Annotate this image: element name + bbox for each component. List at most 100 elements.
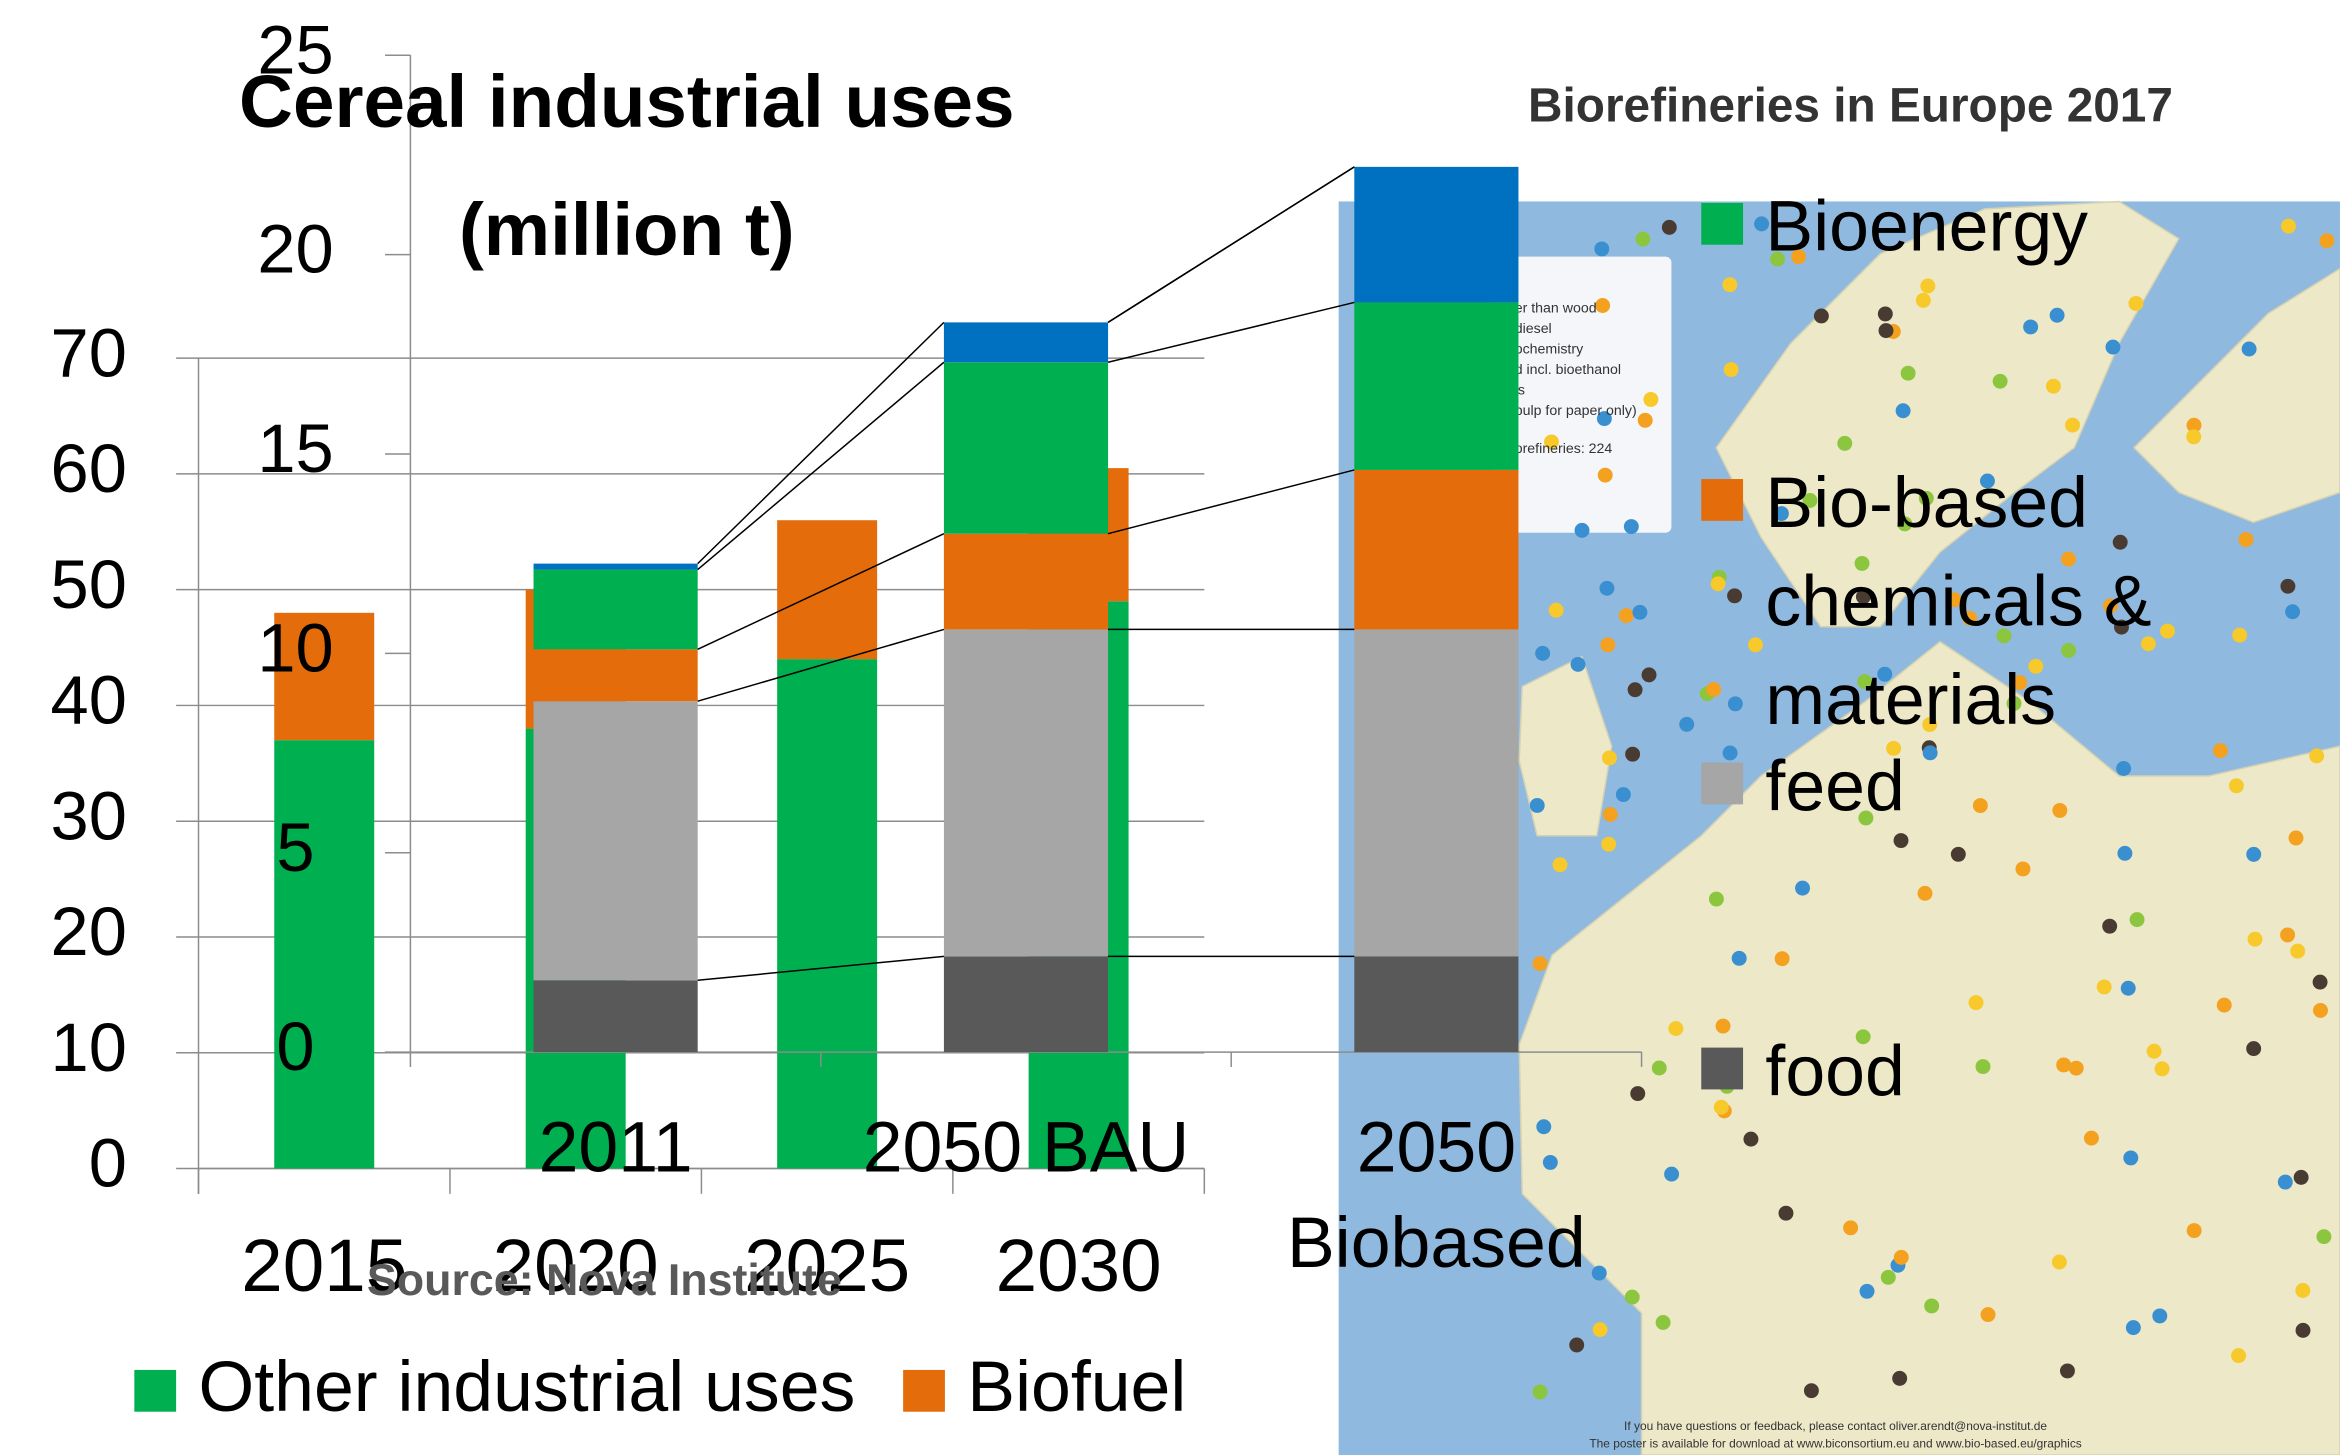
refinery-dot — [1600, 637, 1615, 652]
refinery-dot — [1575, 523, 1590, 538]
y-tick-label: 0 — [276, 1008, 314, 1085]
refinery-dot — [1628, 682, 1643, 697]
bar-segment — [944, 956, 1108, 1052]
bar-segment — [777, 659, 877, 1168]
refinery-dot — [1625, 747, 1640, 762]
refinery-dot — [1679, 717, 1694, 732]
refinery-dot — [1571, 657, 1586, 672]
refinery-dot — [1643, 392, 1658, 407]
y-tick-label: 10 — [51, 1009, 127, 1086]
bar-segment — [274, 740, 374, 1168]
refinery-dot — [1724, 362, 1739, 377]
legend-swatch — [1701, 1048, 1743, 1090]
legend-label-box: food — [1765, 1024, 2332, 1352]
y-tick-label: 50 — [51, 546, 127, 623]
bar-segment — [534, 980, 698, 1052]
y-tick-label: 15 — [257, 410, 333, 487]
bar-segment — [944, 362, 1108, 533]
legend-label: food — [1765, 1024, 2198, 1122]
bar-segment — [534, 649, 698, 701]
refinery-dot — [1664, 1167, 1679, 1182]
chart-breakdown: 051015202520112050 BAU2050 BiobasedCerea… — [164, 11, 2332, 1352]
bar-segment — [1354, 956, 1518, 1052]
bar-segment — [534, 564, 698, 570]
refinery-dot — [1630, 1086, 1645, 1101]
map-footer: The poster is available for download at … — [1589, 1437, 2081, 1451]
map-legend-text: diesel — [1515, 321, 1552, 337]
refinery-dot — [1530, 798, 1545, 813]
refinery-dot — [1616, 787, 1631, 802]
refinery-dot — [1603, 807, 1618, 822]
bar-segment — [534, 570, 698, 650]
refinery-dot — [1709, 892, 1724, 907]
refinery-dot — [1716, 1019, 1731, 1034]
bar-segment — [1354, 167, 1518, 303]
refinery-dot — [1714, 1100, 1729, 1115]
legend-swatch — [134, 1370, 176, 1412]
refinery-dot — [1732, 951, 1747, 966]
legend-label: Bio-based chemicals & materials — [1765, 455, 2198, 750]
refinery-dot — [1569, 1338, 1584, 1353]
legend-label-box: Bio-based chemicals & materials — [1765, 455, 2332, 783]
bar-segment — [944, 534, 1108, 630]
refinery-dot — [1599, 581, 1614, 596]
legend-swatch — [903, 1370, 945, 1412]
refinery-dot — [1553, 857, 1568, 872]
legend-label: Bioenergy — [1765, 179, 2198, 277]
refinery-dot — [1549, 603, 1564, 618]
bar-segment — [534, 701, 698, 980]
connector-line — [1108, 167, 1354, 323]
bar-segment — [944, 322, 1108, 362]
refinery-dot — [1601, 837, 1616, 852]
legend-label: Other industrial uses — [199, 1347, 856, 1427]
y-tick-label: 40 — [51, 662, 127, 739]
y-tick-label: 60 — [51, 430, 127, 507]
legend-label: feed — [1765, 739, 2198, 837]
legend-swatch — [1701, 203, 1743, 245]
y-tick-label: 30 — [51, 777, 127, 854]
bar-segment — [1354, 470, 1518, 629]
refinery-dot — [1892, 1371, 1907, 1386]
legend-swatch — [1701, 763, 1743, 805]
refinery-dot — [1635, 232, 1650, 247]
y-tick-label: 70 — [51, 314, 127, 391]
refinery-dot — [1656, 1315, 1671, 1330]
refinery-dot — [1593, 1322, 1608, 1337]
refinery-dot — [1723, 746, 1738, 761]
connector-line — [1108, 470, 1354, 534]
refinery-dot — [1668, 1021, 1683, 1036]
x-tick-label: 2011 — [422, 1101, 810, 1197]
refinery-dot — [1727, 588, 1742, 603]
refinery-dot — [1652, 1061, 1667, 1076]
refinery-dot — [1594, 241, 1609, 256]
refinery-dot — [1602, 750, 1617, 765]
y-tick-label: 0 — [89, 1125, 127, 1202]
y-tick-label: 20 — [51, 893, 127, 970]
refinery-dot — [1533, 1384, 1548, 1399]
map-title: Biorefineries in Europe 2017 — [1528, 80, 2173, 133]
legend-label-box: feed — [1765, 739, 2332, 1067]
refinery-dot — [1619, 608, 1634, 623]
legend-swatch — [1701, 479, 1743, 521]
bar-segment — [1354, 302, 1518, 469]
refinery-dot — [1804, 1383, 1819, 1398]
source-note: Source: Nova Institute — [367, 1255, 842, 1305]
chart-title-box: Cereal industrial uses (million t) — [164, 37, 1089, 291]
x-tick-label-box: 2050 Biobased — [1242, 1101, 1630, 1310]
y-tick-label: 10 — [257, 609, 333, 686]
map-legend-text: d incl. bioethanol — [1515, 362, 1621, 378]
map-legend-text: pulp for paper only) — [1515, 403, 1637, 419]
refinery-dot — [1728, 696, 1743, 711]
legend-label: Biofuel — [967, 1347, 1186, 1427]
x-tick-label-box: 2050 BAU — [832, 1101, 1220, 1310]
refinery-dot — [1595, 298, 1610, 313]
bar-segment — [777, 520, 877, 659]
refinery-dot — [1535, 646, 1550, 661]
refinery-dot — [1642, 667, 1657, 682]
x-tick-label: 2050 BAU — [832, 1101, 1220, 1197]
refinery-dot — [1662, 220, 1677, 235]
refinery-dot — [1598, 468, 1613, 483]
composite-chart: 0102030405060702015202020252030Other ind… — [0, 0, 2340, 1455]
refinery-dot — [1748, 637, 1763, 652]
refinery-dot — [1533, 956, 1548, 971]
